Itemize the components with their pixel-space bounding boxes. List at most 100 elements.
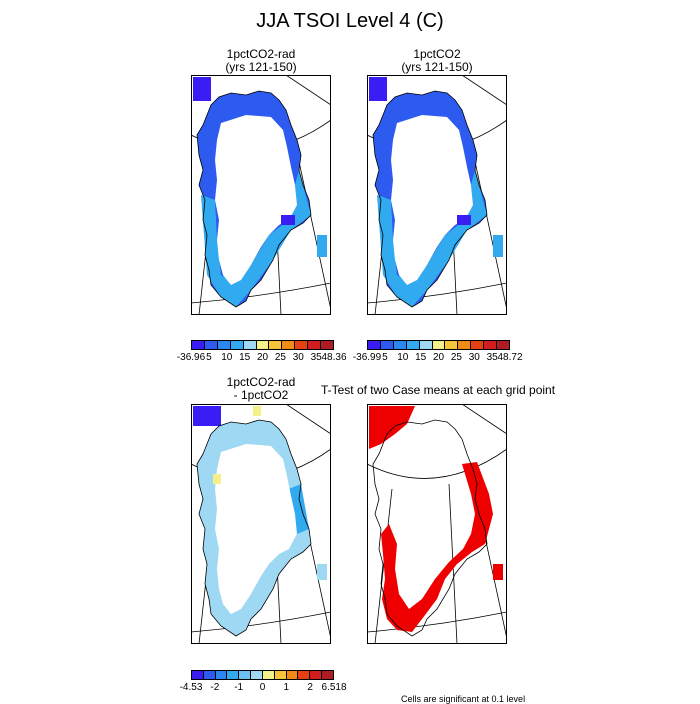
colorbar-2-box-0: [368, 341, 381, 349]
colorbar-3-label-2: -1: [234, 682, 244, 693]
latitude-line: [367, 611, 507, 633]
colorbar-3-box-9: [298, 671, 311, 679]
significant-cells: [493, 564, 503, 580]
colorbar-2-label-2: 10: [397, 352, 409, 363]
colorbar-3-box-7: [274, 671, 287, 679]
colorbar-3-box-6: [262, 671, 275, 679]
colorbar-2-box-1: [380, 341, 394, 349]
panel3-title-line1: 1pctCO2-rad: [226, 375, 296, 389]
colorbar-1-box-8: [295, 341, 309, 349]
field-warm-band: [377, 170, 487, 307]
colorbar-1: [191, 340, 334, 350]
field-patch: [253, 406, 261, 416]
colorbar-3-labels: -4.53 -2 -1 0 1 2 6.518: [180, 682, 347, 694]
field-patch: [369, 77, 387, 101]
colorbar-2-label-8: 48.72: [497, 352, 523, 363]
colorbar-2-label-6: 30: [468, 352, 480, 363]
colorbar-1-label-7: 35: [310, 352, 322, 363]
colorbar-3-box-0: [192, 671, 204, 679]
panel2-title-line2: (yrs 121-150): [401, 60, 473, 74]
colorbar-3: [191, 670, 334, 680]
coastline: [196, 419, 312, 637]
colorbar-2-box-5: [432, 341, 446, 349]
colorbar-3-box-11: [322, 671, 333, 679]
colorbar-3-box-2: [215, 671, 228, 679]
field-patch: [281, 215, 295, 225]
meridian-line: [285, 404, 331, 435]
figure-title: JJA TSOI Level 4 (C): [256, 10, 444, 32]
colorbar-2-box-6: [445, 341, 459, 349]
colorbar-1-label-4: 20: [256, 352, 269, 363]
field-patch: [457, 215, 471, 225]
colorbar-1-box-4: [243, 341, 257, 349]
colorbar-1-labels: -36.96 5 10 15 20 25 30 35 48.36: [177, 352, 347, 364]
ice-interior: [215, 115, 297, 285]
panel1-title-line2: (yrs 121-150): [225, 60, 297, 74]
field-patch: [493, 235, 503, 257]
colorbar-2-box-7: [458, 341, 472, 349]
colorbar-1-label-1: 5: [206, 352, 212, 363]
coastline: [372, 419, 488, 637]
meridian-line: [285, 75, 331, 106]
significance-note: Cells are significant at 0.1 level: [401, 694, 526, 704]
field-warm-band: [201, 170, 311, 307]
ice-interior: [391, 115, 473, 285]
colorbar-1-label-2: 10: [221, 352, 233, 363]
significant-cells: [381, 462, 493, 632]
colorbar-2-box-2: [393, 341, 407, 349]
colorbar-3-label-5: 2: [307, 682, 313, 693]
colorbar-3-box-8: [286, 671, 299, 679]
colorbar-1-box-9: [308, 341, 322, 349]
colorbar-1-box-2: [217, 341, 231, 349]
colorbar-2-label-3: 15: [415, 352, 427, 363]
colorbar-3-label-3: 0: [259, 682, 266, 693]
panel1-title: 1pctCO2-rad (yrs 121-150): [191, 48, 331, 74]
field-patch: [317, 564, 327, 580]
colorbar-2-label-7: 35: [486, 352, 498, 363]
latitude-line: [191, 611, 331, 633]
colorbar-3-label-0: -4.53: [179, 682, 203, 693]
field-patch: [193, 77, 211, 101]
colorbar-2-box-3: [406, 341, 420, 349]
colorbar-3-box-1: [203, 671, 216, 679]
panel2-title-line1: 1pctCO2: [413, 47, 461, 61]
colorbar-2-box-8: [471, 341, 485, 349]
colorbar-2-label-4: 20: [432, 352, 445, 363]
panel2-title: 1pctCO2 (yrs 121-150): [367, 48, 507, 74]
panel4-title: T-Test of two Case means at each grid po…: [318, 384, 558, 397]
colorbar-1-label-5: 25: [274, 352, 286, 363]
meridian-line: [374, 488, 393, 644]
field-patch: [213, 474, 221, 484]
colorbar-3-box-5: [251, 671, 263, 679]
colorbar-1-box-1: [204, 341, 218, 349]
ice-interior: [215, 444, 297, 614]
colorbar-1-box-6: [269, 341, 283, 349]
colorbar-2: [367, 340, 510, 350]
significant-cells: [369, 406, 415, 449]
colorbar-3-box-10: [310, 671, 323, 679]
panel1-map: [191, 75, 331, 315]
colorbar-3-box-3: [227, 671, 240, 679]
colorbar-2-label-1: 5: [382, 352, 388, 363]
colorbar-2-label-5: 25: [450, 352, 462, 363]
latitude-line: [367, 282, 507, 304]
colorbar-3-label-4: 1: [283, 682, 290, 693]
colorbar-1-box-10: [321, 341, 333, 349]
latitude-line: [191, 282, 331, 304]
colorbar-1-label-6: 30: [292, 352, 304, 363]
field-patch: [317, 235, 327, 257]
colorbar-1-box-3: [230, 341, 244, 349]
colorbar-1-label-8: 48.36: [321, 352, 347, 363]
latitude-line: [367, 448, 507, 479]
colorbar-3-box-4: [239, 671, 252, 679]
meridian-line: [470, 142, 507, 311]
panel3-title: 1pctCO2-rad - 1pctCO2: [191, 376, 331, 402]
colorbar-2-box-10: [497, 341, 509, 349]
colorbar-1-label-0: -36.96: [176, 352, 206, 363]
panel4-title-line1: T-Test of two Case means at each grid po…: [320, 383, 556, 397]
meridian-line: [461, 404, 507, 435]
colorbar-3-label-1: -2: [210, 682, 220, 693]
colorbar-1-label-3: 15: [239, 352, 251, 363]
colorbar-1-box-7: [282, 341, 296, 349]
meridian-line: [461, 75, 507, 106]
